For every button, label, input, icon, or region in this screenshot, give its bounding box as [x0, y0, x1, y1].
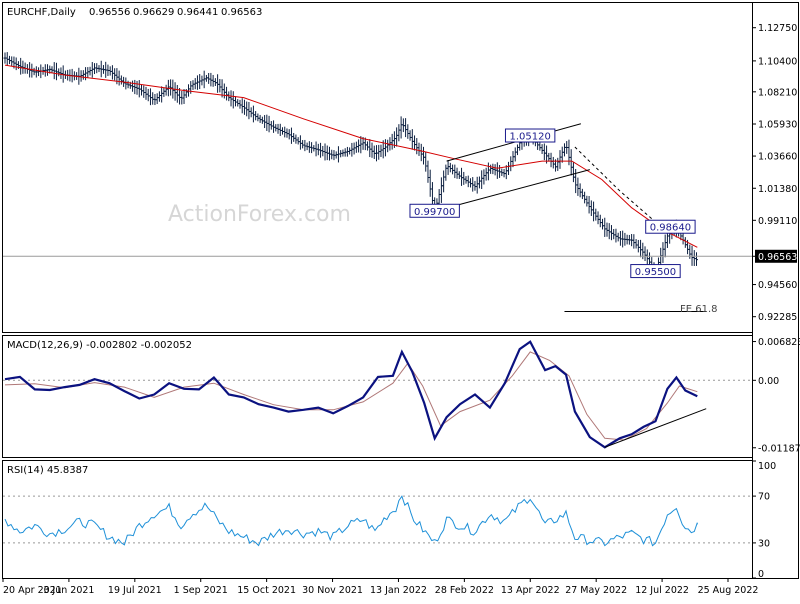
rsi-tick-label: 100: [758, 461, 776, 472]
date-tick-label: 12 Jul 2022: [635, 585, 689, 596]
price-tick-label: 1.10400: [758, 56, 797, 67]
symbol-label: EURCHF,Daily: [7, 7, 76, 18]
date-tick-label: 19 Jul 2021: [108, 585, 162, 596]
rsi-title: RSI(14) 45.8387: [7, 465, 88, 476]
macd-panel: [2, 335, 753, 458]
price-label: 1.05120: [509, 132, 550, 143]
axis-layer: 1.12750 1.10400 1.08210 1.05930 1.03660 1.013…: [2, 23, 800, 596]
channel-lower-line: [452, 169, 590, 207]
macd-signal-line: [4, 351, 698, 441]
date-tick-label: 15 Oct 2021: [237, 585, 296, 596]
price-label-box: [645, 219, 696, 234]
price-tick-label: 0.99110: [758, 216, 797, 227]
current-price-box: [755, 249, 797, 263]
projection-dashed-line: [574, 146, 662, 228]
date-tick-label: 25 Aug 2022: [698, 585, 759, 596]
rsi-tick-label: 0: [758, 569, 764, 580]
macd-trendline: [604, 408, 707, 448]
price-label: 0.98640: [650, 223, 691, 234]
price-tick-label: 1.12750: [758, 23, 797, 34]
date-tick-label: 27 May 2022: [565, 585, 627, 596]
price-label: 0.99700: [414, 207, 455, 218]
price-tick-label: 1.03660: [758, 152, 797, 163]
ohlc-close: 0.96563: [221, 7, 262, 18]
date-tick-label: 13 Jan 2022: [370, 585, 427, 596]
price-label-box: [630, 264, 681, 279]
price-label-box: [409, 203, 460, 218]
price-label: 0.95500: [635, 267, 676, 278]
rsi-layer: [3, 495, 752, 547]
date-tick-label: 30 Nov 2021: [302, 585, 363, 596]
ohlc-low: 0.96441: [177, 7, 218, 18]
macd-line: [4, 340, 698, 449]
ohlc-open: 0.96556: [89, 7, 130, 18]
macd-tick-label: 0.00: [758, 376, 779, 387]
rsi-tick-label: 30: [758, 538, 770, 549]
price-tick-label: 0.94560: [758, 280, 797, 291]
macd-title: MACD(12,26,9) -0.002802 -0.002052: [7, 340, 192, 351]
macd-tick-label: -0.011874: [758, 443, 800, 454]
macd-layer: [3, 340, 752, 449]
ohlc-high: 0.96629: [133, 7, 174, 18]
price-tick-label: 1.08210: [758, 87, 797, 98]
right-scale-strip: [752, 2, 799, 579]
rsi-tick-label: 70: [758, 492, 770, 503]
price-tick-label: 0.92285: [758, 312, 797, 323]
watermark: ActionForex.com: [168, 202, 351, 227]
current-price-label: 0.96563: [758, 252, 797, 263]
price-layer: 0.99700 1.05120 0.98640 0.95500 FE 61.8: [3, 52, 752, 315]
date-tick-label: 1 Sep 2021: [174, 585, 228, 596]
moving-average-line: [4, 64, 698, 248]
rsi-line: [4, 495, 698, 547]
price-panel: [2, 2, 753, 333]
price-label-box: [504, 128, 556, 143]
price-tick-label: 1.01380: [758, 184, 797, 195]
price-label: FE 61.8: [680, 304, 718, 315]
date-tick-label: 13 Apr 2022: [501, 585, 560, 596]
price-tick-label: 1.05930: [758, 120, 797, 131]
date-tick-label: 28 Feb 2022: [435, 585, 494, 596]
rsi-panel: [2, 460, 753, 579]
date-tick-label: 20 Apr 2021: [3, 585, 62, 596]
date-tick-label: 3 Jun 2021: [43, 585, 94, 596]
macd-tick-label: 0.006823: [758, 337, 800, 348]
